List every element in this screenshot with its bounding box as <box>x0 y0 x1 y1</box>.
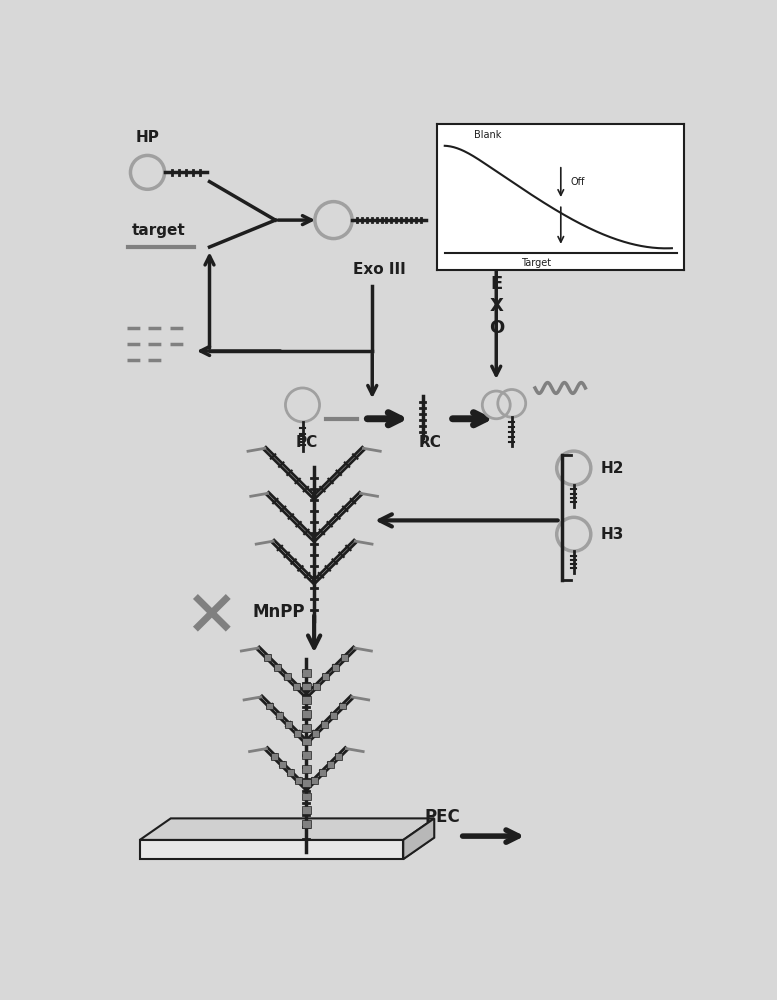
Bar <box>301 696 311 704</box>
Bar <box>301 806 311 814</box>
Polygon shape <box>140 840 403 859</box>
Text: target: target <box>132 224 186 238</box>
Bar <box>301 779 311 787</box>
Text: PC: PC <box>295 435 318 450</box>
Bar <box>319 769 326 776</box>
Bar <box>284 721 291 728</box>
Text: PEC: PEC <box>424 808 460 826</box>
Text: Exo III: Exo III <box>353 262 406 277</box>
Text: HP: HP <box>135 130 159 145</box>
Bar <box>311 777 318 784</box>
Bar <box>301 820 311 828</box>
Bar <box>279 761 286 768</box>
Bar <box>301 765 311 773</box>
Bar <box>301 751 311 759</box>
Text: X: X <box>490 297 503 315</box>
Bar <box>264 654 271 661</box>
Bar <box>301 738 311 745</box>
Bar <box>341 654 348 661</box>
Bar <box>301 793 311 800</box>
Polygon shape <box>140 838 434 859</box>
Bar <box>340 703 347 709</box>
Bar <box>330 712 337 719</box>
Bar <box>322 673 329 680</box>
Bar <box>327 761 334 768</box>
Text: H2: H2 <box>601 461 625 476</box>
Text: MnPP: MnPP <box>252 603 305 621</box>
Text: RC: RC <box>419 435 442 450</box>
Text: T4 Ligase: T4 Ligase <box>520 172 587 185</box>
Bar <box>301 710 311 718</box>
Bar <box>293 683 300 690</box>
Bar <box>271 753 278 760</box>
Bar <box>294 730 301 737</box>
Bar <box>332 664 339 671</box>
Bar <box>321 721 328 728</box>
Text: PD: PD <box>632 159 656 174</box>
Polygon shape <box>140 818 434 840</box>
Bar <box>284 673 291 680</box>
Text: E: E <box>490 275 503 293</box>
Text: AS: AS <box>616 242 639 257</box>
Bar <box>295 777 301 784</box>
Bar <box>276 712 283 719</box>
Bar <box>267 703 274 709</box>
Bar <box>301 669 311 677</box>
Bar <box>312 683 319 690</box>
Bar <box>312 730 319 737</box>
Polygon shape <box>403 818 434 859</box>
Bar <box>274 664 281 671</box>
Bar <box>335 753 342 760</box>
Bar <box>287 769 294 776</box>
Bar <box>301 683 311 690</box>
Text: H3: H3 <box>601 527 624 542</box>
Bar <box>301 724 311 732</box>
Text: O: O <box>489 319 503 337</box>
